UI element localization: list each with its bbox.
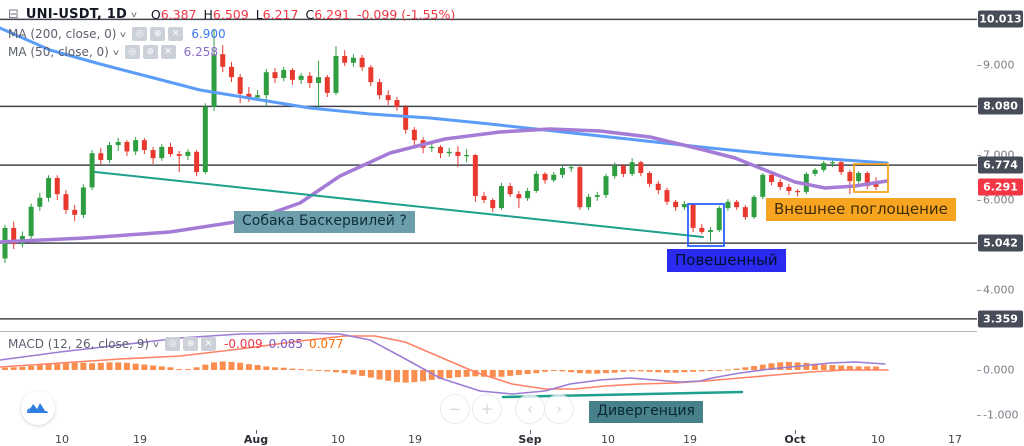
price-tick-label: 0.000 bbox=[983, 363, 1015, 377]
scroll-right-button[interactable]: › bbox=[544, 394, 574, 424]
macd-values: -0.009 0.085 0.077 bbox=[224, 337, 349, 351]
level-price-badge: 3.359 bbox=[978, 310, 1023, 328]
change-value: -0.099 (-1.55%) bbox=[357, 7, 456, 22]
visibility-icon[interactable]: ◎ bbox=[164, 337, 180, 351]
pane-separator[interactable] bbox=[0, 331, 1024, 332]
settings-icon[interactable]: ⊕ bbox=[182, 337, 198, 351]
time-tick-label: 10 bbox=[601, 433, 615, 446]
axis-tick-mark bbox=[977, 65, 981, 66]
ma50-value: 6.258 bbox=[183, 45, 219, 59]
indicator-row-ma200: MA (200, close, 0) ∨ ◎ ⊕ ✕ 6.900 bbox=[8, 27, 226, 41]
scroll-left-button[interactable]: ‹ bbox=[515, 394, 545, 424]
symbol-legend: ⊟ UNI-USDT, 1D ∨ O 6.387 H 6.509 L 6.217 C 6.29… bbox=[8, 7, 455, 22]
annotation-divergencia[interactable]: Дивергенция bbox=[589, 401, 703, 423]
mountain-cloud-icon bbox=[27, 403, 48, 414]
level-price-badge: 6.774 bbox=[978, 156, 1023, 174]
month-tick-mark bbox=[530, 430, 531, 434]
time-tick-label: 10 bbox=[331, 433, 345, 446]
zoom-in-button[interactable]: + bbox=[472, 394, 502, 424]
indicator-buttons: ◎ ⊕ ✕ bbox=[124, 45, 179, 59]
annotation-poveshennyj[interactable]: Повешенный bbox=[667, 249, 786, 272]
ma50-label[interactable]: MA (50, close, 0) bbox=[8, 45, 109, 59]
ohlc-number: 6.509 bbox=[212, 7, 249, 22]
axis-tick-mark bbox=[977, 415, 981, 416]
ohlc-letter: H bbox=[203, 7, 213, 22]
ma200-label[interactable]: MA (200, close, 0) bbox=[8, 27, 117, 41]
month-tick-mark bbox=[256, 430, 257, 434]
time-tick-label: Sep bbox=[518, 433, 542, 446]
ohlc-values: O 6.387 H 6.509 L 6.217 C 6.291 bbox=[151, 7, 357, 22]
settings-icon[interactable]: ⊕ bbox=[142, 45, 158, 59]
chevron-down-icon[interactable]: ∨ bbox=[129, 10, 139, 19]
price-axis[interactable]: 9.000 7.000 6.000 4.000 0.000 -1.000 10.013 8.0… bbox=[977, 0, 1024, 430]
ohlc-letter: C bbox=[305, 7, 315, 22]
macd-label[interactable]: MACD (12, 26, close, 9) bbox=[8, 337, 150, 351]
indicator-buttons: ◎ ⊕ ✕ bbox=[164, 337, 219, 351]
zoom-out-button[interactable]: − bbox=[440, 394, 470, 424]
price-tick-label: 9.000 bbox=[983, 58, 1015, 72]
price-tick-label: -1.000 bbox=[983, 408, 1019, 422]
time-tick-label: Aug bbox=[243, 433, 269, 446]
month-tick-mark bbox=[795, 430, 796, 434]
ohlc-letter: O bbox=[150, 7, 161, 22]
close-icon[interactable]: ✕ bbox=[160, 45, 176, 59]
level-price-badge: 8.080 bbox=[978, 97, 1023, 115]
time-tick-label: 10 bbox=[871, 433, 885, 446]
ohlc-letter: L bbox=[255, 7, 263, 22]
axis-tick-mark bbox=[977, 155, 981, 156]
annotation-sobaka-baskervilej[interactable]: Собака Баскервилей ? bbox=[234, 211, 415, 233]
broker-logo bbox=[21, 391, 55, 425]
current-price-badge: 6.291 bbox=[978, 178, 1023, 196]
visibility-icon[interactable]: ◎ bbox=[132, 27, 148, 41]
level-price-badge: 5.042 bbox=[978, 234, 1023, 252]
ohlc-number: 6.217 bbox=[262, 7, 299, 22]
chevron-down-icon[interactable]: ∨ bbox=[111, 47, 120, 57]
level-price-badge: 10.013 bbox=[978, 10, 1023, 28]
axis-tick-mark bbox=[977, 200, 981, 201]
ma200-value: 6.900 bbox=[191, 27, 226, 41]
time-axis[interactable]: 10 19 Aug 10 19 Sep 10 19 Oct 10 17 bbox=[0, 430, 1024, 446]
price-tick-label: 6.000 bbox=[983, 193, 1015, 207]
chevron-down-icon[interactable]: ∨ bbox=[151, 339, 161, 349]
time-tick-label: 19 bbox=[683, 433, 697, 446]
close-icon[interactable]: ✕ bbox=[200, 337, 216, 351]
annotation-vneshnee-pogloshchenie[interactable]: Внешнее поглощение bbox=[766, 198, 956, 221]
ohlc-number: 6.387 bbox=[160, 7, 197, 22]
time-tick-label: Oct bbox=[784, 433, 806, 446]
indicator-row-macd: MACD (12, 26, close, 9) ∨ ◎ ⊕ ✕ -0.009 0.08… bbox=[8, 337, 349, 351]
macd-value: 0.085 bbox=[268, 337, 304, 351]
indicator-buttons: ◎ ⊕ ✕ bbox=[132, 27, 186, 41]
time-tick-label: 19 bbox=[133, 433, 147, 446]
time-tick-label: 17 bbox=[948, 433, 962, 446]
price-tick-label: 4.000 bbox=[983, 283, 1015, 297]
time-tick-label: 10 bbox=[55, 433, 69, 446]
close-icon[interactable]: ✕ bbox=[168, 27, 184, 41]
settings-icon[interactable]: ⊕ bbox=[150, 27, 166, 41]
visibility-icon[interactable]: ◎ bbox=[124, 45, 140, 59]
chevron-down-icon[interactable]: ∨ bbox=[119, 29, 128, 39]
time-tick-label: 19 bbox=[408, 433, 422, 446]
macd-value: 0.077 bbox=[309, 337, 344, 351]
ohlc-number: 6.291 bbox=[314, 7, 350, 22]
panel-icon[interactable]: ⊟ bbox=[8, 7, 19, 22]
axis-tick-mark bbox=[977, 290, 981, 291]
axis-tick-mark bbox=[977, 370, 981, 371]
macd-value: -0.009 bbox=[223, 337, 263, 351]
symbol-title[interactable]: UNI-USDT, 1D bbox=[25, 7, 127, 22]
indicator-row-ma50: MA (50, close, 0) ∨ ◎ ⊕ ✕ 6.258 bbox=[8, 45, 218, 59]
